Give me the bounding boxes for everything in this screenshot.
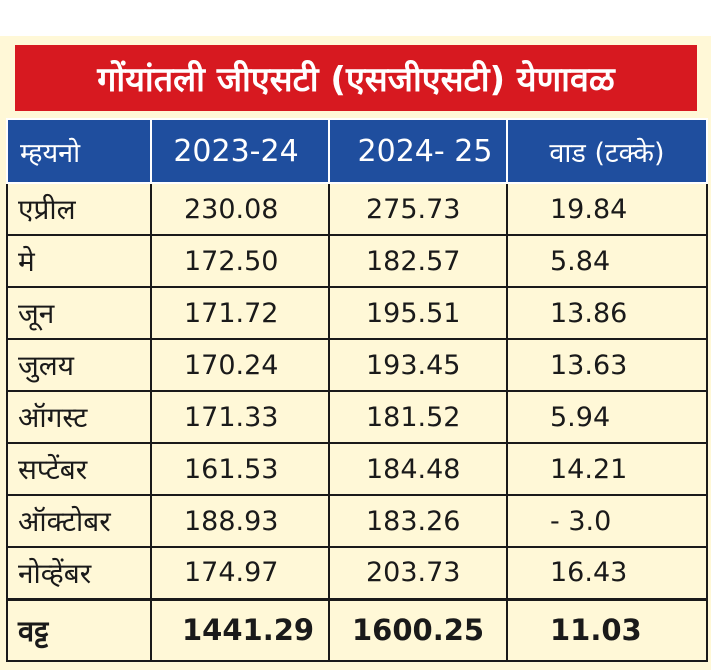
growth-cell: 14.21 [506,442,708,496]
table-row: ऑक्टोबर 188.93 183.26 - 3.0 [6,494,708,548]
total-2024-25-cell: 1600.25 [328,597,508,662]
header-growth-percent: वाड (टक्के) [506,118,708,184]
value-2023-24-cell: 171.33 [150,390,330,444]
month-cell: सप्टेंबर [6,442,152,496]
header-year-2023-24: 2023-24 [150,118,330,184]
value-2024-25-cell: 181.52 [328,390,508,444]
growth-cell: - 3.0 [506,494,708,548]
value-2024-25-cell: 182.57 [328,234,508,288]
header-row: म्हयनो 2023-24 2024- 25 वाड (टक्के) [6,118,708,184]
total-growth-cell: 11.03 [506,597,708,662]
value-2023-24-cell: 171.72 [150,286,330,340]
total-label-cell: वट्ट [6,597,152,662]
value-2023-24-cell: 230.08 [150,182,330,236]
growth-cell: 16.43 [506,546,708,600]
value-2024-25-cell: 184.48 [328,442,508,496]
total-row: वट्ट 1441.29 1600.25 11.03 [6,597,708,662]
gst-revenue-table: म्हयनो 2023-24 2024- 25 वाड (टक्के) एप्र… [6,118,708,662]
table-row: एप्रील 230.08 275.73 19.84 [6,182,708,236]
table-row: जून 171.72 195.51 13.86 [6,286,708,340]
value-2023-24-cell: 172.50 [150,234,330,288]
month-cell: ऑक्टोबर [6,494,152,548]
month-cell: जून [6,286,152,340]
table-row: मे 172.50 182.57 5.84 [6,234,708,288]
value-2024-25-cell: 203.73 [328,546,508,600]
total-2023-24-cell: 1441.29 [150,597,330,662]
value-2024-25-cell: 183.26 [328,494,508,548]
table-row: सप्टेंबर 161.53 184.48 14.21 [6,442,708,496]
value-2023-24-cell: 170.24 [150,338,330,392]
month-cell: मे [6,234,152,288]
growth-cell: 19.84 [506,182,708,236]
month-cell: नोव्हेंबर [6,546,152,600]
month-cell: एप्रील [6,182,152,236]
growth-cell: 13.63 [506,338,708,392]
value-2023-24-cell: 188.93 [150,494,330,548]
month-cell: जुलय [6,338,152,392]
growth-cell: 13.86 [506,286,708,340]
value-2023-24-cell: 174.97 [150,546,330,600]
table-row: नोव्हेंबर 174.97 203.73 16.43 [6,546,708,600]
table-title: गोंयांतली जीएसटी (एसजीएसटी) येणावळ [15,45,697,111]
table-row: ऑगस्ट 171.33 181.52 5.94 [6,390,708,444]
growth-cell: 5.84 [506,234,708,288]
header-month: म्हयनो [6,118,152,184]
growth-cell: 5.94 [506,390,708,444]
value-2024-25-cell: 195.51 [328,286,508,340]
value-2024-25-cell: 193.45 [328,338,508,392]
table-row: जुलय 170.24 193.45 13.63 [6,338,708,392]
value-2023-24-cell: 161.53 [150,442,330,496]
month-cell: ऑगस्ट [6,390,152,444]
value-2024-25-cell: 275.73 [328,182,508,236]
header-year-2024-25: 2024- 25 [328,118,508,184]
